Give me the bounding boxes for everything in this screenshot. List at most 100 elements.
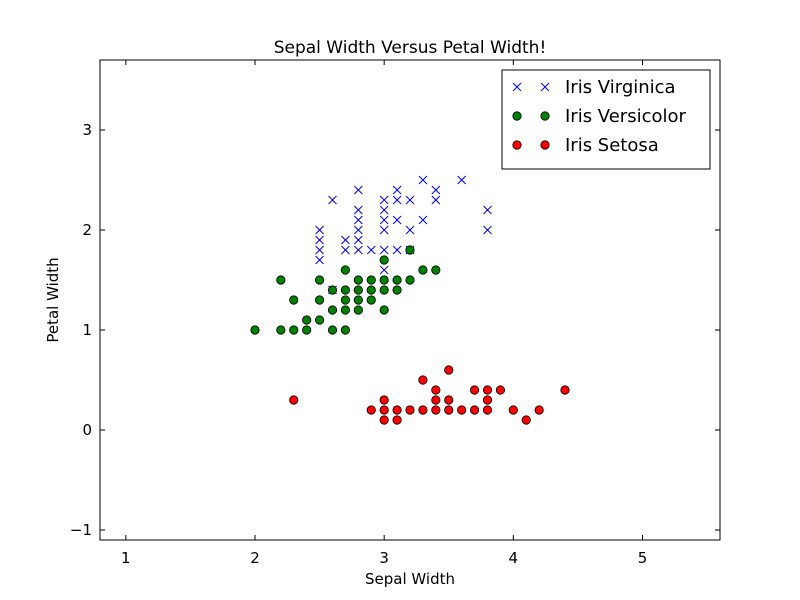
legend-item: Iris Setosa (512, 135, 659, 156)
x-axis-label: Sepal Width (365, 570, 455, 588)
data-point (315, 235, 324, 245)
chart-title: Sepal Width Versus Petal Width! (274, 38, 547, 58)
data-point (392, 195, 402, 205)
data-point (289, 325, 299, 335)
series-iris-setosa (289, 365, 570, 425)
data-point (457, 175, 467, 185)
legend-label: Iris Versicolor (565, 106, 687, 127)
data-point (353, 215, 363, 225)
plot-frame (99, 59, 721, 541)
data-point (495, 385, 506, 395)
data-point (431, 405, 441, 415)
plot-area (250, 175, 570, 425)
data-point (379, 195, 389, 205)
legend-item: Iris Virginica (512, 77, 676, 98)
data-point (482, 385, 493, 395)
data-point (392, 415, 402, 425)
data-point (431, 195, 441, 205)
legend-marker (512, 140, 522, 150)
data-point (341, 245, 350, 255)
data-point (418, 215, 428, 225)
data-point (314, 275, 325, 285)
data-point (340, 295, 351, 305)
data-point (418, 405, 428, 415)
legend-marker (540, 82, 550, 92)
data-point (405, 275, 415, 285)
data-point (340, 325, 351, 335)
data-point (289, 295, 299, 305)
y-axis-label: Petal Width (44, 257, 62, 342)
y-tick-label: 3 (82, 121, 92, 139)
data-point (366, 295, 376, 305)
data-point (353, 235, 363, 245)
data-point (444, 405, 454, 415)
data-point (534, 405, 544, 415)
data-point (302, 315, 312, 325)
data-point (353, 245, 363, 255)
data-point (444, 395, 454, 405)
data-point (315, 225, 324, 235)
data-point (482, 395, 493, 405)
data-point (353, 225, 363, 235)
x-tick-label: 2 (250, 549, 260, 567)
data-point (315, 245, 324, 255)
data-point (469, 405, 480, 415)
data-point (418, 375, 428, 385)
legend-box (501, 69, 711, 170)
data-point (327, 305, 338, 315)
data-point (392, 275, 402, 285)
data-point (379, 395, 389, 405)
x-tick-label: 1 (121, 549, 131, 567)
x-tick-label: 4 (509, 549, 519, 567)
data-point (469, 385, 480, 395)
data-point (431, 185, 441, 195)
data-point (250, 325, 260, 335)
data-point (508, 405, 518, 415)
data-point (366, 245, 376, 255)
data-point (392, 405, 402, 415)
y-tick-label: 1 (82, 321, 92, 339)
data-point (379, 405, 389, 415)
data-point (405, 195, 415, 205)
legend-marker (540, 140, 550, 150)
data-point (379, 265, 389, 275)
legend: Iris Virginica Iris Versicolor Iris Setosa (501, 69, 711, 170)
data-point (379, 245, 389, 255)
data-point (340, 285, 351, 295)
data-point (392, 185, 402, 195)
data-point (379, 225, 389, 235)
data-point (314, 295, 325, 305)
y-tick-label: 0 (82, 421, 92, 439)
data-point (353, 205, 363, 215)
data-point (289, 395, 299, 405)
data-point (353, 305, 363, 315)
legend-label: Iris Setosa (565, 135, 659, 156)
data-point (340, 305, 351, 315)
data-point (392, 215, 402, 225)
y-tick-label: 2 (82, 221, 92, 239)
legend-marker (512, 82, 522, 92)
data-point (560, 385, 570, 395)
x-tick-label: 3 (379, 549, 389, 567)
data-point (276, 325, 286, 335)
data-point (379, 275, 389, 285)
data-point (379, 285, 389, 295)
data-point (366, 275, 376, 285)
legend-label: Iris Virginica (565, 77, 676, 98)
data-point (379, 255, 389, 265)
data-point (328, 195, 337, 205)
data-point (327, 285, 338, 295)
data-point (327, 325, 338, 335)
data-point (379, 415, 389, 425)
data-point (276, 275, 286, 285)
data-point (315, 255, 324, 265)
data-point (366, 405, 376, 415)
y-tick-label: −1 (70, 521, 92, 539)
data-point (457, 405, 467, 415)
data-point (366, 285, 376, 295)
legend-item: Iris Versicolor (512, 106, 687, 127)
legend-marker (512, 111, 522, 121)
data-point (405, 405, 415, 415)
data-point (353, 185, 363, 195)
